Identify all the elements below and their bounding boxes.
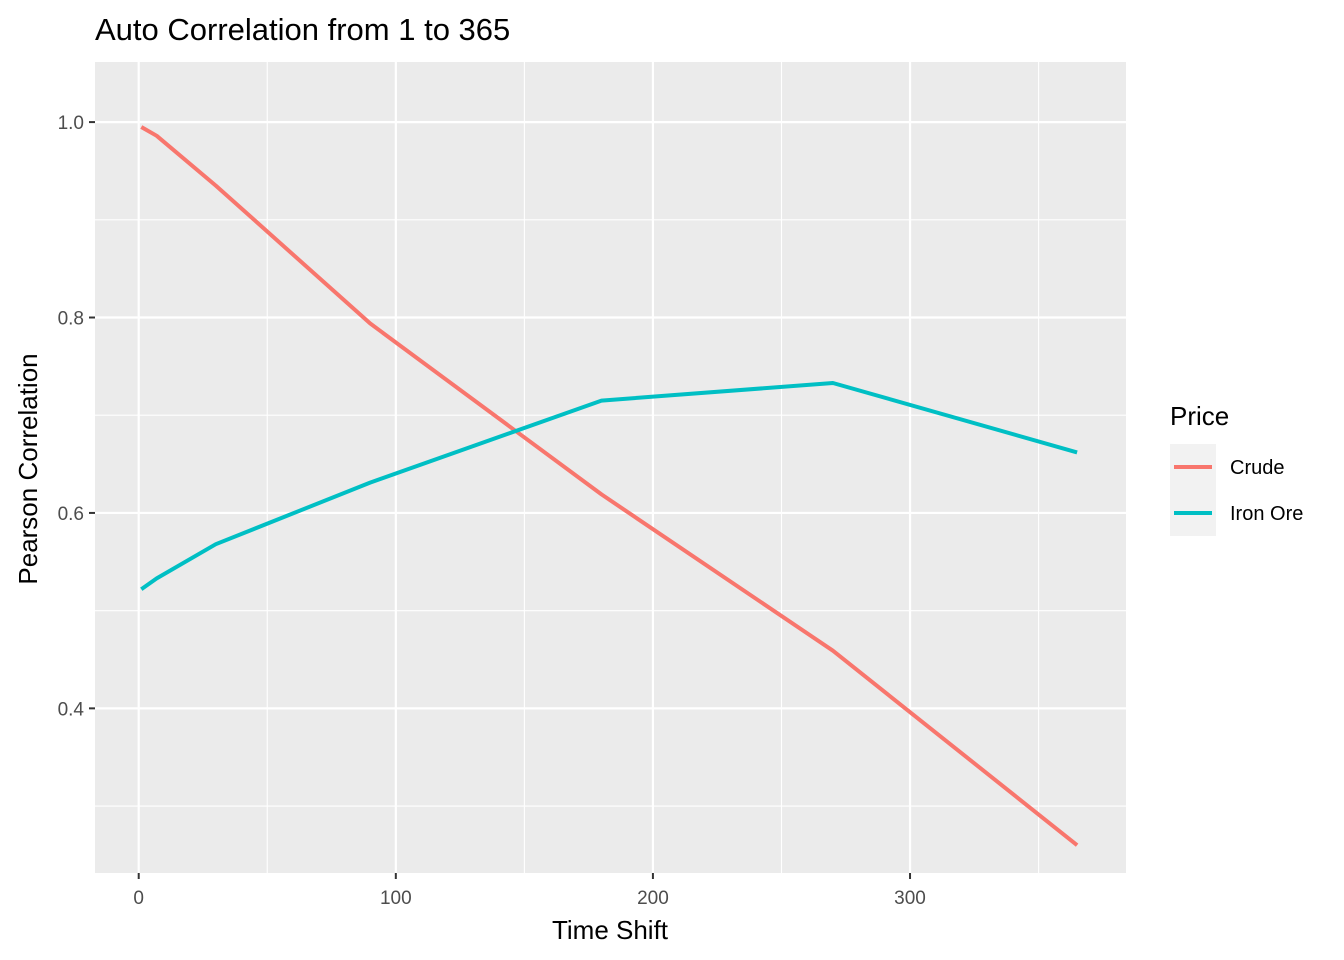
x-tick-label: 300 bbox=[894, 888, 926, 909]
major-gridlines bbox=[95, 62, 1126, 873]
legend-label: Iron Ore bbox=[1230, 503, 1303, 525]
y-axis: 0.4 0.6 0.8 1.0 bbox=[58, 113, 95, 720]
y-tick-label: 0.6 bbox=[58, 504, 84, 525]
y-axis-title: Pearson Correlation bbox=[13, 353, 43, 584]
x-axis-title: Time Shift bbox=[552, 915, 669, 945]
y-tick-label: 0.4 bbox=[58, 699, 85, 720]
series-line-crude bbox=[140, 125, 1079, 847]
minor-gridlines bbox=[95, 62, 1126, 873]
y-tick-label: 0.8 bbox=[58, 309, 84, 330]
series-line-iron-ore bbox=[140, 381, 1078, 591]
x-tick-label: 100 bbox=[380, 888, 412, 909]
chart-title: Auto Correlation from 1 to 365 bbox=[95, 12, 510, 47]
x-tick-label: 0 bbox=[133, 888, 144, 909]
x-axis: 0 100 200 300 bbox=[133, 873, 926, 909]
legend: Price Crude Iron Ore bbox=[1170, 401, 1303, 536]
legend-label: Crude bbox=[1230, 457, 1284, 479]
series-lines bbox=[140, 125, 1079, 847]
legend-title: Price bbox=[1170, 401, 1229, 431]
plot-panel bbox=[95, 62, 1126, 873]
x-tick-label: 200 bbox=[637, 888, 669, 909]
y-tick-label: 1.0 bbox=[58, 113, 84, 134]
legend-key-background bbox=[1170, 444, 1216, 536]
